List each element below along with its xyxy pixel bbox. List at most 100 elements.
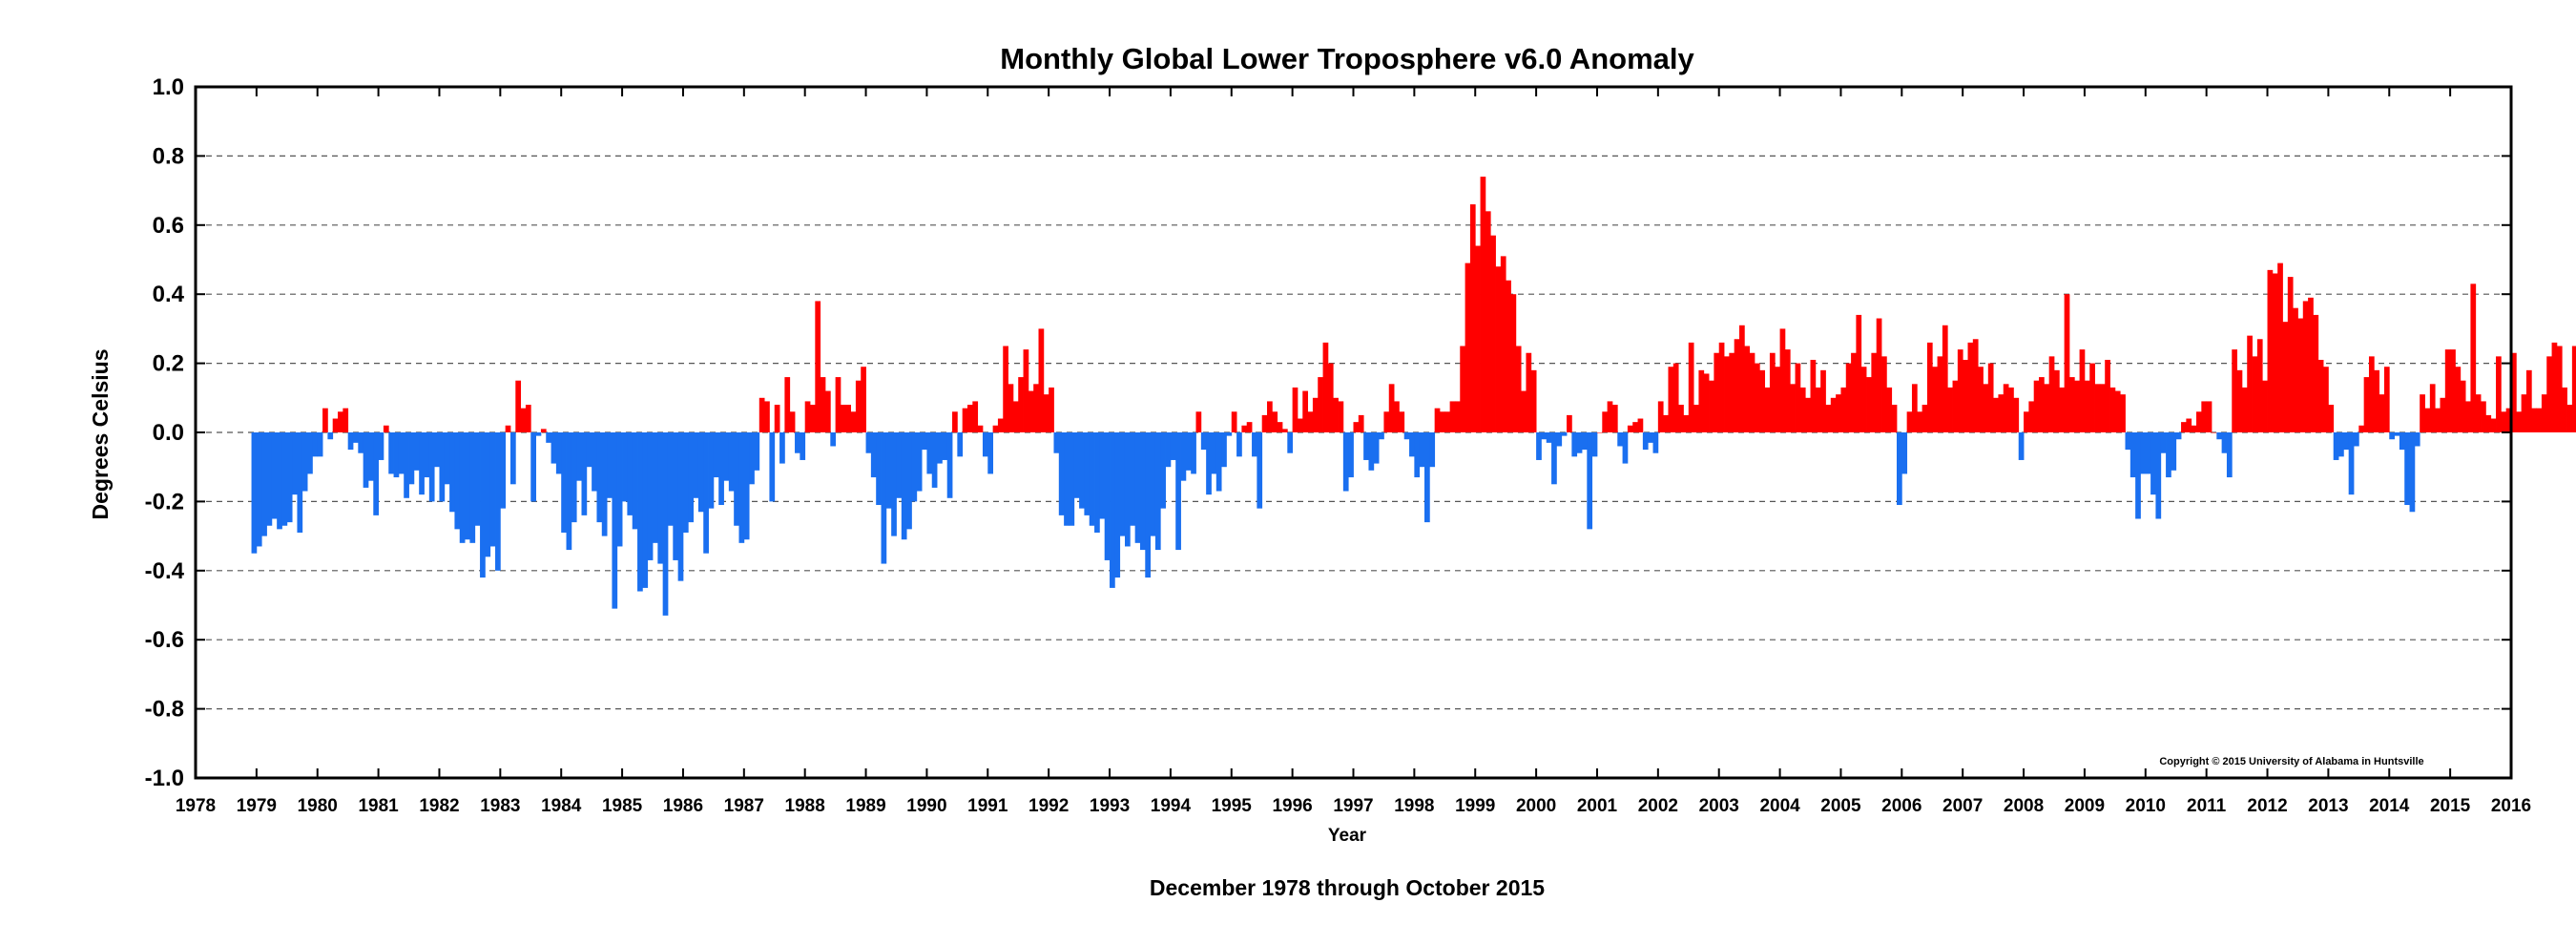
bar [474, 432, 481, 526]
bar [1490, 235, 1496, 432]
bar [424, 432, 430, 478]
bar [2429, 384, 2436, 432]
bar [2221, 432, 2228, 453]
bar [1073, 432, 1080, 498]
bar [845, 405, 851, 432]
bar [551, 432, 557, 464]
bar [332, 418, 339, 432]
y-tick-label: 0.0 [153, 420, 184, 446]
bar [987, 432, 994, 474]
bar [378, 432, 384, 460]
bar [1363, 432, 1369, 460]
bar [2546, 356, 2552, 432]
x-tick-label: 2003 [1699, 796, 1739, 816]
bar [1972, 339, 1979, 432]
bar [1480, 177, 1486, 432]
bar [1815, 387, 1821, 432]
bar [743, 432, 750, 540]
bar [2155, 432, 2162, 519]
bar [982, 432, 988, 457]
y-tick-label: 0.2 [153, 351, 184, 377]
bar [515, 380, 522, 432]
bar [1439, 411, 1445, 432]
bars [251, 177, 2576, 616]
bar [1582, 432, 1588, 451]
bar [363, 432, 369, 488]
x-tick-label: 2001 [1577, 796, 1618, 816]
bar [2317, 359, 2324, 432]
bar [1886, 387, 1893, 432]
bar [277, 432, 282, 530]
bar [2252, 356, 2258, 432]
bar [480, 432, 486, 578]
bar [1175, 432, 1181, 551]
bar [1469, 204, 1476, 432]
bar [373, 432, 380, 515]
bar [1876, 318, 1882, 432]
bar [1069, 432, 1075, 526]
bar [1221, 432, 1227, 468]
bar [1419, 432, 1425, 468]
bar [688, 432, 694, 523]
bar [2145, 432, 2151, 474]
y-tick-label: 0.8 [153, 143, 184, 169]
bar [754, 432, 760, 471]
bar [2024, 411, 2029, 432]
bar [2044, 384, 2050, 432]
bar [1414, 432, 1421, 478]
bar [1449, 401, 1456, 432]
bar [2308, 297, 2314, 432]
bar [2358, 425, 2365, 432]
bar [1424, 432, 1430, 523]
bar [1008, 384, 1014, 432]
x-tick-label: 1995 [1212, 796, 1253, 816]
bar [1952, 380, 1959, 432]
bar [1333, 397, 1339, 432]
bar [419, 432, 425, 495]
bar [2048, 356, 2055, 432]
bar [1587, 432, 1593, 530]
bar [1434, 408, 1441, 432]
bar [1571, 432, 1578, 457]
x-tick-label: 2012 [2247, 796, 2287, 816]
bar [2033, 380, 2040, 432]
bar [723, 432, 730, 481]
bar [1510, 294, 1517, 432]
chart-subtitle: December 1978 through October 2015 [1150, 875, 1545, 900]
bar [1718, 342, 1725, 432]
bar [1830, 397, 1837, 432]
x-tick-label: 2006 [1881, 796, 1922, 816]
bar [1226, 432, 1233, 436]
bar [2089, 363, 2095, 432]
bar [596, 432, 603, 523]
bar [428, 432, 435, 502]
bar [1023, 349, 1029, 432]
bar [1079, 432, 1085, 509]
x-tick-label: 1997 [1333, 796, 1373, 816]
bar [1714, 352, 1720, 432]
bar [2074, 380, 2080, 432]
bar [1241, 425, 1248, 432]
x-tick-label: 1978 [176, 796, 216, 816]
bar [713, 432, 719, 478]
bar [1764, 387, 1771, 432]
bar [1281, 429, 1288, 432]
bar [571, 432, 577, 523]
bar [1018, 377, 1024, 432]
x-tick-label: 2014 [2369, 796, 2410, 816]
bar [977, 425, 984, 432]
bar [2267, 269, 2274, 432]
x-tick-label: 1996 [1272, 796, 1312, 816]
bar [1611, 405, 1618, 432]
bar [1784, 349, 1791, 432]
bar [1672, 363, 1679, 432]
bar [1064, 432, 1070, 526]
bar [891, 432, 897, 536]
bar [1302, 390, 1308, 432]
bar [2354, 432, 2359, 447]
bar [779, 432, 785, 464]
bar [946, 432, 953, 498]
bar [485, 432, 491, 557]
chart-title: Monthly Global Lower Troposphere v6.0 An… [1000, 42, 1694, 75]
bar [2099, 384, 2106, 432]
